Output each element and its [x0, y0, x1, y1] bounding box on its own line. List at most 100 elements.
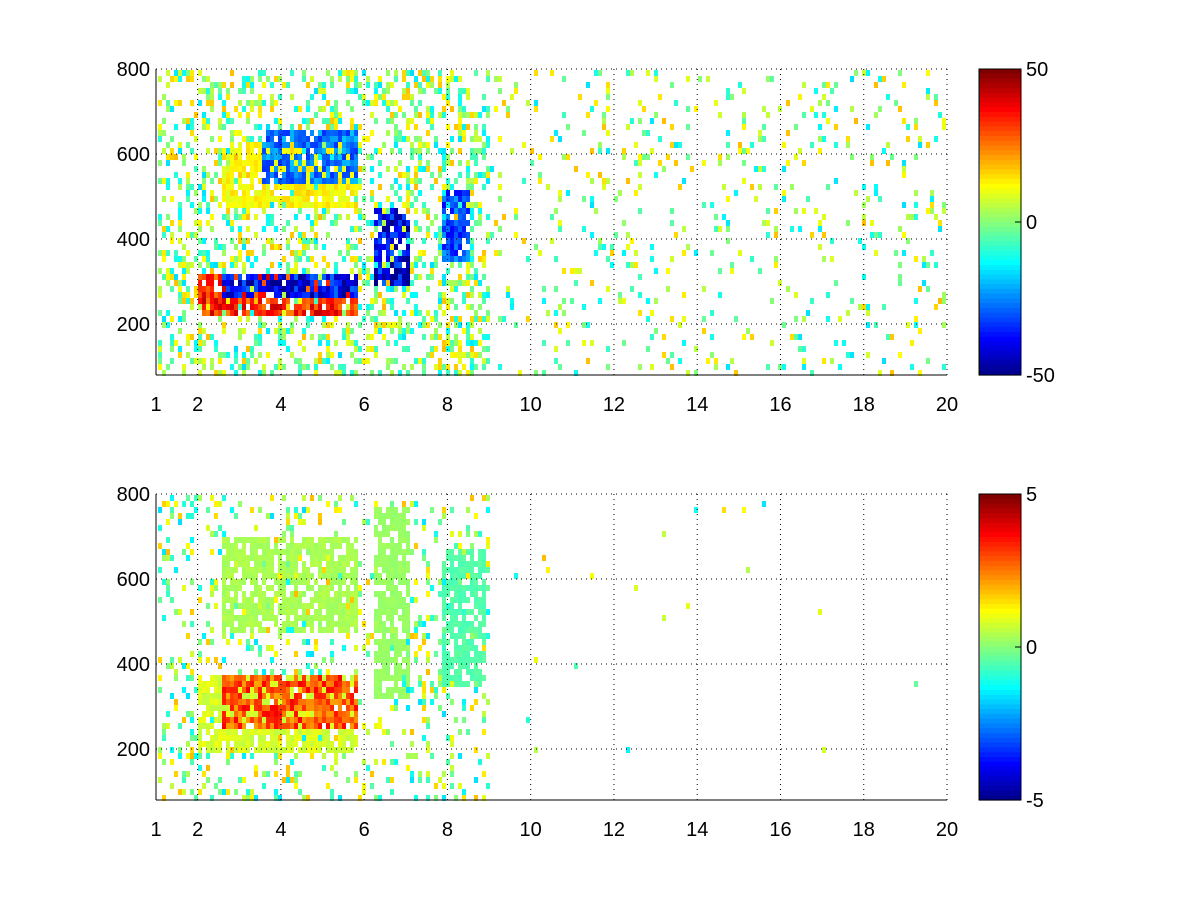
heatmap-cell: [862, 244, 866, 250]
heatmap-cell: [854, 118, 858, 124]
colorbar-step: [979, 360, 1021, 367]
heatmap-cell: [430, 699, 434, 705]
heatmap-cell: [446, 142, 450, 148]
heatmap-cell: [538, 154, 542, 160]
heatmap-cell: [334, 687, 338, 693]
heatmap-cell: [542, 370, 546, 376]
heatmap-cell: [458, 280, 462, 286]
heatmap-cell: [334, 543, 338, 549]
heatmap-cell: [214, 501, 218, 507]
heatmap-cell: [206, 118, 210, 124]
heatmap-cell: [278, 166, 282, 172]
heatmap-cell: [262, 729, 266, 735]
heatmap-cell: [466, 597, 470, 603]
heatmap-cell: [358, 268, 362, 274]
heatmap-cell: [186, 741, 190, 747]
heatmap-cell: [482, 579, 486, 585]
heatmap-cell: [382, 567, 386, 573]
heatmap-cell: [162, 729, 166, 735]
heatmap-cell: [330, 681, 334, 687]
heatmap-cell: [218, 136, 222, 142]
heatmap-cell: [258, 567, 262, 573]
heatmap-cell: [222, 286, 226, 292]
heatmap-cell: [386, 567, 390, 573]
heatmap-cell: [214, 603, 218, 609]
heatmap-cell: [462, 639, 466, 645]
heatmap-cell: [362, 358, 366, 364]
heatmap-cell: [746, 148, 750, 154]
heatmap-cell: [250, 591, 254, 597]
heatmap-cell: [466, 328, 470, 334]
heatmap-cell: [458, 657, 462, 663]
heatmap-cell: [278, 94, 282, 100]
heatmap-cell: [274, 681, 278, 687]
heatmap-cell: [362, 94, 366, 100]
heatmap-cell: [478, 555, 482, 561]
heatmap-cell: [466, 729, 470, 735]
heatmap-cell: [418, 771, 422, 777]
heatmap-cell: [382, 310, 386, 316]
heatmap-cell: [442, 567, 446, 573]
heatmap-cell: [166, 250, 170, 256]
heatmap-cell: [294, 142, 298, 148]
heatmap-cell: [222, 352, 226, 358]
heatmap-cell: [270, 747, 274, 753]
heatmap-cell: [490, 232, 494, 238]
heatmap-cell: [390, 118, 394, 124]
heatmap-cell: [398, 549, 402, 555]
heatmap-cell: [354, 82, 358, 88]
heatmap-cell: [434, 262, 438, 268]
heatmap-cell: [438, 364, 442, 370]
heatmap-cell: [398, 639, 402, 645]
heatmap-cell: [314, 232, 318, 238]
heatmap-cell: [458, 573, 462, 579]
heatmap-cell: [170, 513, 174, 519]
heatmap-cell: [310, 286, 314, 292]
heatmap-cell: [162, 130, 166, 136]
heatmap-cell: [418, 681, 422, 687]
heatmap-cell: [298, 543, 302, 549]
heatmap-cell: [230, 82, 234, 88]
heatmap-cell: [446, 196, 450, 202]
heatmap-cell: [394, 627, 398, 633]
heatmap-cell: [278, 118, 282, 124]
heatmap-cell: [386, 543, 390, 549]
heatmap-cell: [326, 615, 330, 621]
heatmap-cell: [182, 154, 186, 160]
heatmap-cell: [166, 106, 170, 112]
heatmap-cell: [318, 184, 322, 190]
heatmap-cell: [418, 358, 422, 364]
heatmap-cell: [270, 567, 274, 573]
heatmap-cell: [350, 298, 354, 304]
heatmap-cell: [182, 244, 186, 250]
heatmap-cell: [514, 573, 518, 579]
heatmap-cell: [358, 322, 362, 328]
heatmap-cell: [410, 268, 414, 274]
heatmap-cell: [354, 777, 358, 783]
heatmap-cell: [262, 741, 266, 747]
heatmap-cell: [438, 669, 442, 675]
heatmap-cell: [286, 741, 290, 747]
heatmap-cell: [394, 274, 398, 280]
heatmap-cell: [250, 286, 254, 292]
heatmap-cell: [210, 304, 214, 310]
heatmap-cell: [454, 250, 458, 256]
heatmap-cell: [370, 783, 374, 789]
heatmap-cell: [274, 771, 278, 777]
heatmap-cell: [170, 340, 174, 346]
heatmap-cell: [478, 328, 482, 334]
heatmap-cell: [338, 495, 342, 501]
heatmap-cell: [294, 286, 298, 292]
heatmap-cell: [310, 711, 314, 717]
heatmap-cell: [462, 232, 466, 238]
heatmap-cell: [390, 603, 394, 609]
heatmap-cell: [262, 196, 266, 202]
heatmap-cell: [390, 627, 394, 633]
x-tick-label: 20: [936, 394, 958, 416]
heatmap-cell: [486, 537, 490, 543]
heatmap-cell: [430, 334, 434, 340]
heatmap-cell: [274, 130, 278, 136]
heatmap-cell: [178, 226, 182, 232]
heatmap-cell: [166, 501, 170, 507]
x-tick-label: 18: [853, 394, 875, 416]
